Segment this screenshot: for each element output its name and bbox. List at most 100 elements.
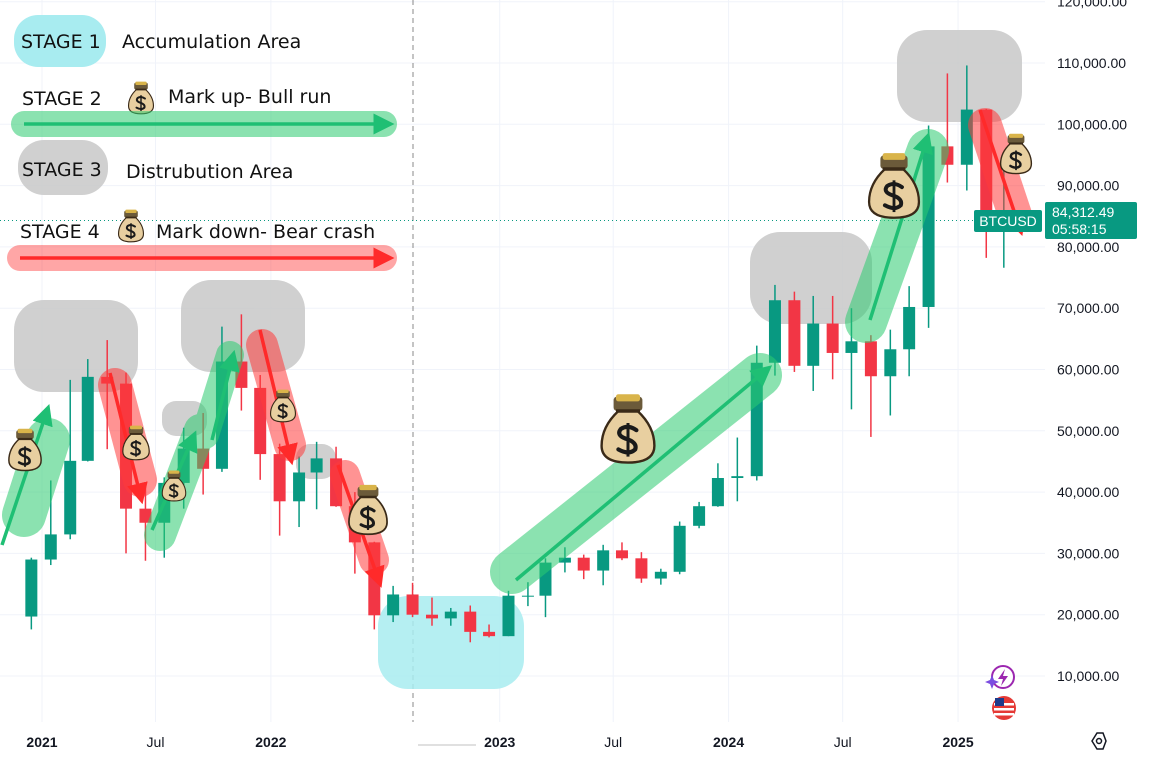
candle-body [502,595,515,637]
candle [425,597,438,626]
candle [387,585,400,623]
candle-body [44,534,57,560]
candle-body [521,595,534,597]
legend-stage1-swatch [14,15,106,67]
candle-body [635,558,648,579]
money-bag-icon [602,394,655,462]
candle-body [673,525,686,572]
candle-body [293,472,306,502]
candle-body [406,594,419,615]
y-tick-label: 110,000.00 [1057,55,1126,71]
candle-body [864,341,877,377]
us-flag-icon[interactable] [992,696,1016,720]
candle-body [577,557,590,571]
candle [310,441,323,510]
candle [826,295,839,380]
candle [81,359,94,462]
accumulation-zone [378,596,524,689]
price-axis[interactable]: 10,000.00 20,000.00 30,000.00 40,000.00 50,0… [1057,0,1127,684]
markdown-arrow [978,109,1026,236]
candle [483,624,496,638]
candle-body [903,306,916,350]
candle-body [139,508,152,523]
lightning-icon[interactable] [985,665,1015,689]
legend-stage3-swatch [18,140,108,195]
legend-stage2: STAGE 2 [22,88,102,110]
y-tick-label: 40,000.00 [1057,484,1119,500]
last-price-label: 84,312.49 [1052,204,1114,220]
candle-body [464,611,477,632]
candle-body [845,341,858,353]
candle-body [254,387,267,455]
candle [807,295,820,391]
money-bag-icon [127,80,155,116]
candle-body [884,349,897,377]
x-tick-label: 2022 [255,734,286,750]
candle [597,544,610,586]
candle-body [273,454,286,502]
time-axis[interactable]: 2021 Jul 2022 2023 Jul 2024 Jul 2025 [26,734,973,750]
candle [673,521,686,575]
y-tick-label: 80,000.00 [1057,239,1119,255]
candle-body [654,571,667,579]
y-tick-label: 20,000.00 [1057,607,1119,623]
x-tick-label: 2023 [484,734,515,750]
candle [711,463,724,507]
candle [464,605,477,643]
candle-body [807,323,820,366]
y-tick-label: 30,000.00 [1057,545,1119,561]
candle-body [826,323,839,353]
y-tick-label: 100,000.00 [1057,116,1127,132]
candle-body [25,559,38,617]
candle-body [615,550,628,559]
candle-body [768,300,781,363]
x-tick-label: 2025 [942,734,973,750]
candle [577,554,590,580]
candle [502,590,515,637]
candle-body [788,300,801,366]
candle-body [64,460,77,535]
x-tick-label: Jul [604,734,622,750]
time-axis-scrollbar[interactable] [418,744,476,746]
candle-body [81,376,94,461]
candle [693,501,706,529]
distribution-zone [897,30,1022,122]
x-tick-label: Jul [147,734,165,750]
legend-stage1: STAGE 1 [21,31,101,53]
markup-arrow [514,365,773,582]
x-tick-label: 2024 [713,734,744,750]
candle-body [310,458,323,473]
legend-stage4: STAGE 4 [20,221,100,243]
candle [293,456,306,528]
y-tick-label: 120,000.00 [1057,0,1127,10]
candle [64,379,77,540]
legend: STAGE 1 Accumulation Area STAGE 2 Mark u… [7,15,397,271]
y-tick-label: 70,000.00 [1057,300,1119,316]
y-tick-label: 60,000.00 [1057,362,1119,378]
candle-body [597,550,610,571]
legend-stage3: STAGE 3 [22,159,102,181]
candle-body [425,614,438,619]
candle [731,437,744,502]
candle [903,286,916,377]
markup-arrow [868,131,933,321]
symbol-label: BTCUSD [979,213,1037,229]
x-tick-label: Jul [834,734,852,750]
settings-icon[interactable] [1091,732,1107,750]
legend-stage3-text: Distrubution Area [126,161,293,183]
markdown-arrow [258,329,298,466]
money-bag-icon [117,208,145,244]
legend-stage2-text: Mark up- Bull run [168,86,331,108]
zones [14,30,1022,689]
legend-stage1-text: Accumulation Area [122,31,301,53]
markup-arrow [210,349,240,441]
candle [444,607,457,626]
y-tick-label: 10,000.00 [1057,668,1119,684]
candle [406,582,419,618]
price-tag: BTCUSD 84,312.49 05:58:15 [974,202,1137,239]
countdown-label: 05:58:15 [1052,221,1107,237]
y-tick-label: 50,000.00 [1057,423,1119,439]
x-tick-label: 2021 [26,734,57,750]
candle-body [731,476,744,479]
